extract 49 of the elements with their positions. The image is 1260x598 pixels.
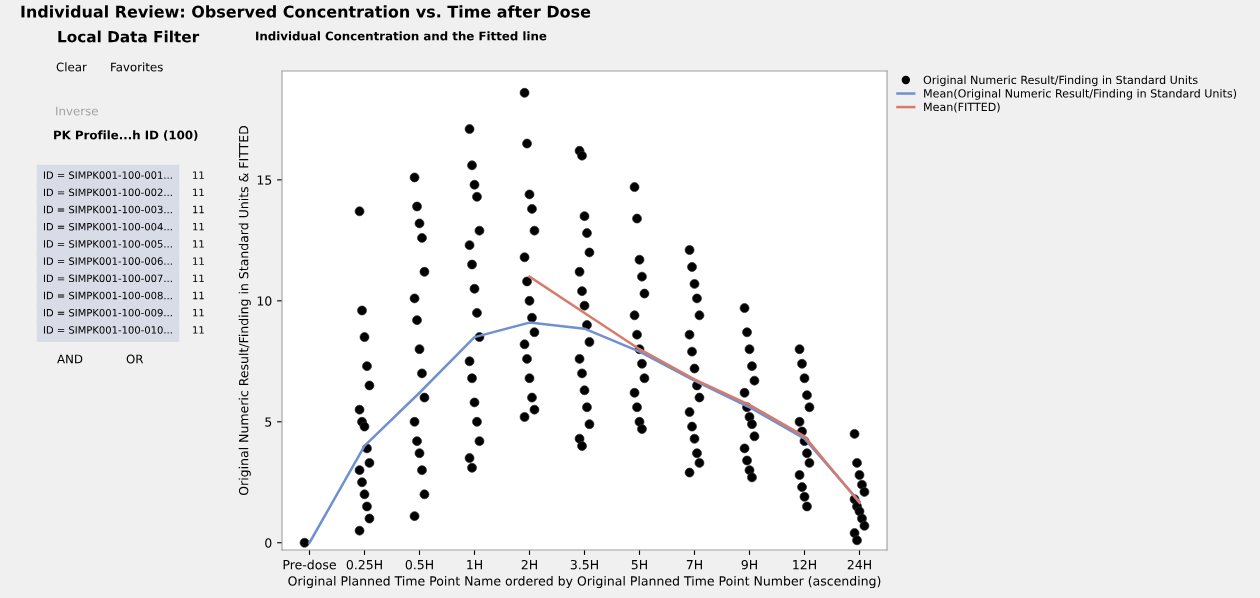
text: 11 xyxy=(193,205,204,214)
x-tick-label: 1H xyxy=(467,560,482,570)
legend-label: Mean(FITTED) xyxy=(924,102,1000,113)
chart-subtitle: Individual Concentration and the Fitted line xyxy=(256,31,547,41)
text: Local Data Filter xyxy=(58,30,200,43)
text: 11 xyxy=(193,257,204,265)
x-tick-label: 24H xyxy=(847,559,871,570)
text: ID = SIMPK001-100-002... xyxy=(43,188,172,197)
x-tick-label: 12H xyxy=(793,559,816,570)
x-axis-title: Original Planned Time Point Name ordered by Original Planned Time Point Number (ascending) xyxy=(288,575,881,589)
x-tick-label: 5H xyxy=(631,560,647,570)
chart-title: Individual Review: Observed Concentration vs. Time after Dose xyxy=(21,5,591,18)
text: ID = SIMPK001-100-010... xyxy=(43,326,172,334)
text: ID = SIMPK001-100-005... xyxy=(43,240,172,248)
text: 11 xyxy=(193,188,204,196)
text: 11 xyxy=(193,326,204,334)
x-tick-label: 3.5H xyxy=(570,559,598,570)
y-tick-label: 15 xyxy=(257,175,272,185)
y-tick-label: 10 xyxy=(257,296,272,306)
text: 11 xyxy=(193,291,204,300)
text: ID = SIMPK001-100-008... xyxy=(43,291,172,300)
text: OR xyxy=(126,354,144,364)
text: PK Profile...h ID (100) xyxy=(54,130,198,141)
text: ID = SIMPK001-100-003... xyxy=(43,205,172,214)
legend-label: Mean(Original Numeric Result/Finding in Standard Units) xyxy=(924,88,1237,100)
x-tick-label: 7H xyxy=(686,560,702,570)
x-tick-label: 2H xyxy=(521,559,537,570)
text: Favorites xyxy=(111,62,163,72)
text: Inverse xyxy=(56,106,98,116)
x-tick-label: Pre-dose xyxy=(283,559,336,570)
text: 11 xyxy=(193,309,204,317)
text: ID = SIMPK001-100-007... xyxy=(43,274,172,283)
text: ID = SIMPK001-100-009... xyxy=(43,308,172,317)
text: 11 xyxy=(193,171,204,179)
x-tick-label: 9H xyxy=(741,559,757,570)
text: ID = SIMPK001-100-001... xyxy=(43,171,172,179)
x-tick-label: 0.25H xyxy=(346,559,382,570)
y-tick-label: 0 xyxy=(265,538,272,548)
text: ID = SIMPK001-100-004... xyxy=(43,222,172,231)
legend-label: Original Numeric Result/Finding in Standard Units xyxy=(923,75,1198,87)
text: 11 xyxy=(193,274,204,282)
text: Clear xyxy=(56,62,87,72)
text: 11 xyxy=(193,223,204,231)
x-tick-label: 0.5H xyxy=(405,559,433,570)
y-axis-title: Original Numeric Result/Finding in Standard Units & FITTED xyxy=(238,125,251,496)
y-tick-label: 5 xyxy=(265,417,272,427)
text: ID = SIMPK001-100-006... xyxy=(43,257,172,265)
text: AND xyxy=(57,354,83,364)
text: 11 xyxy=(193,240,204,248)
